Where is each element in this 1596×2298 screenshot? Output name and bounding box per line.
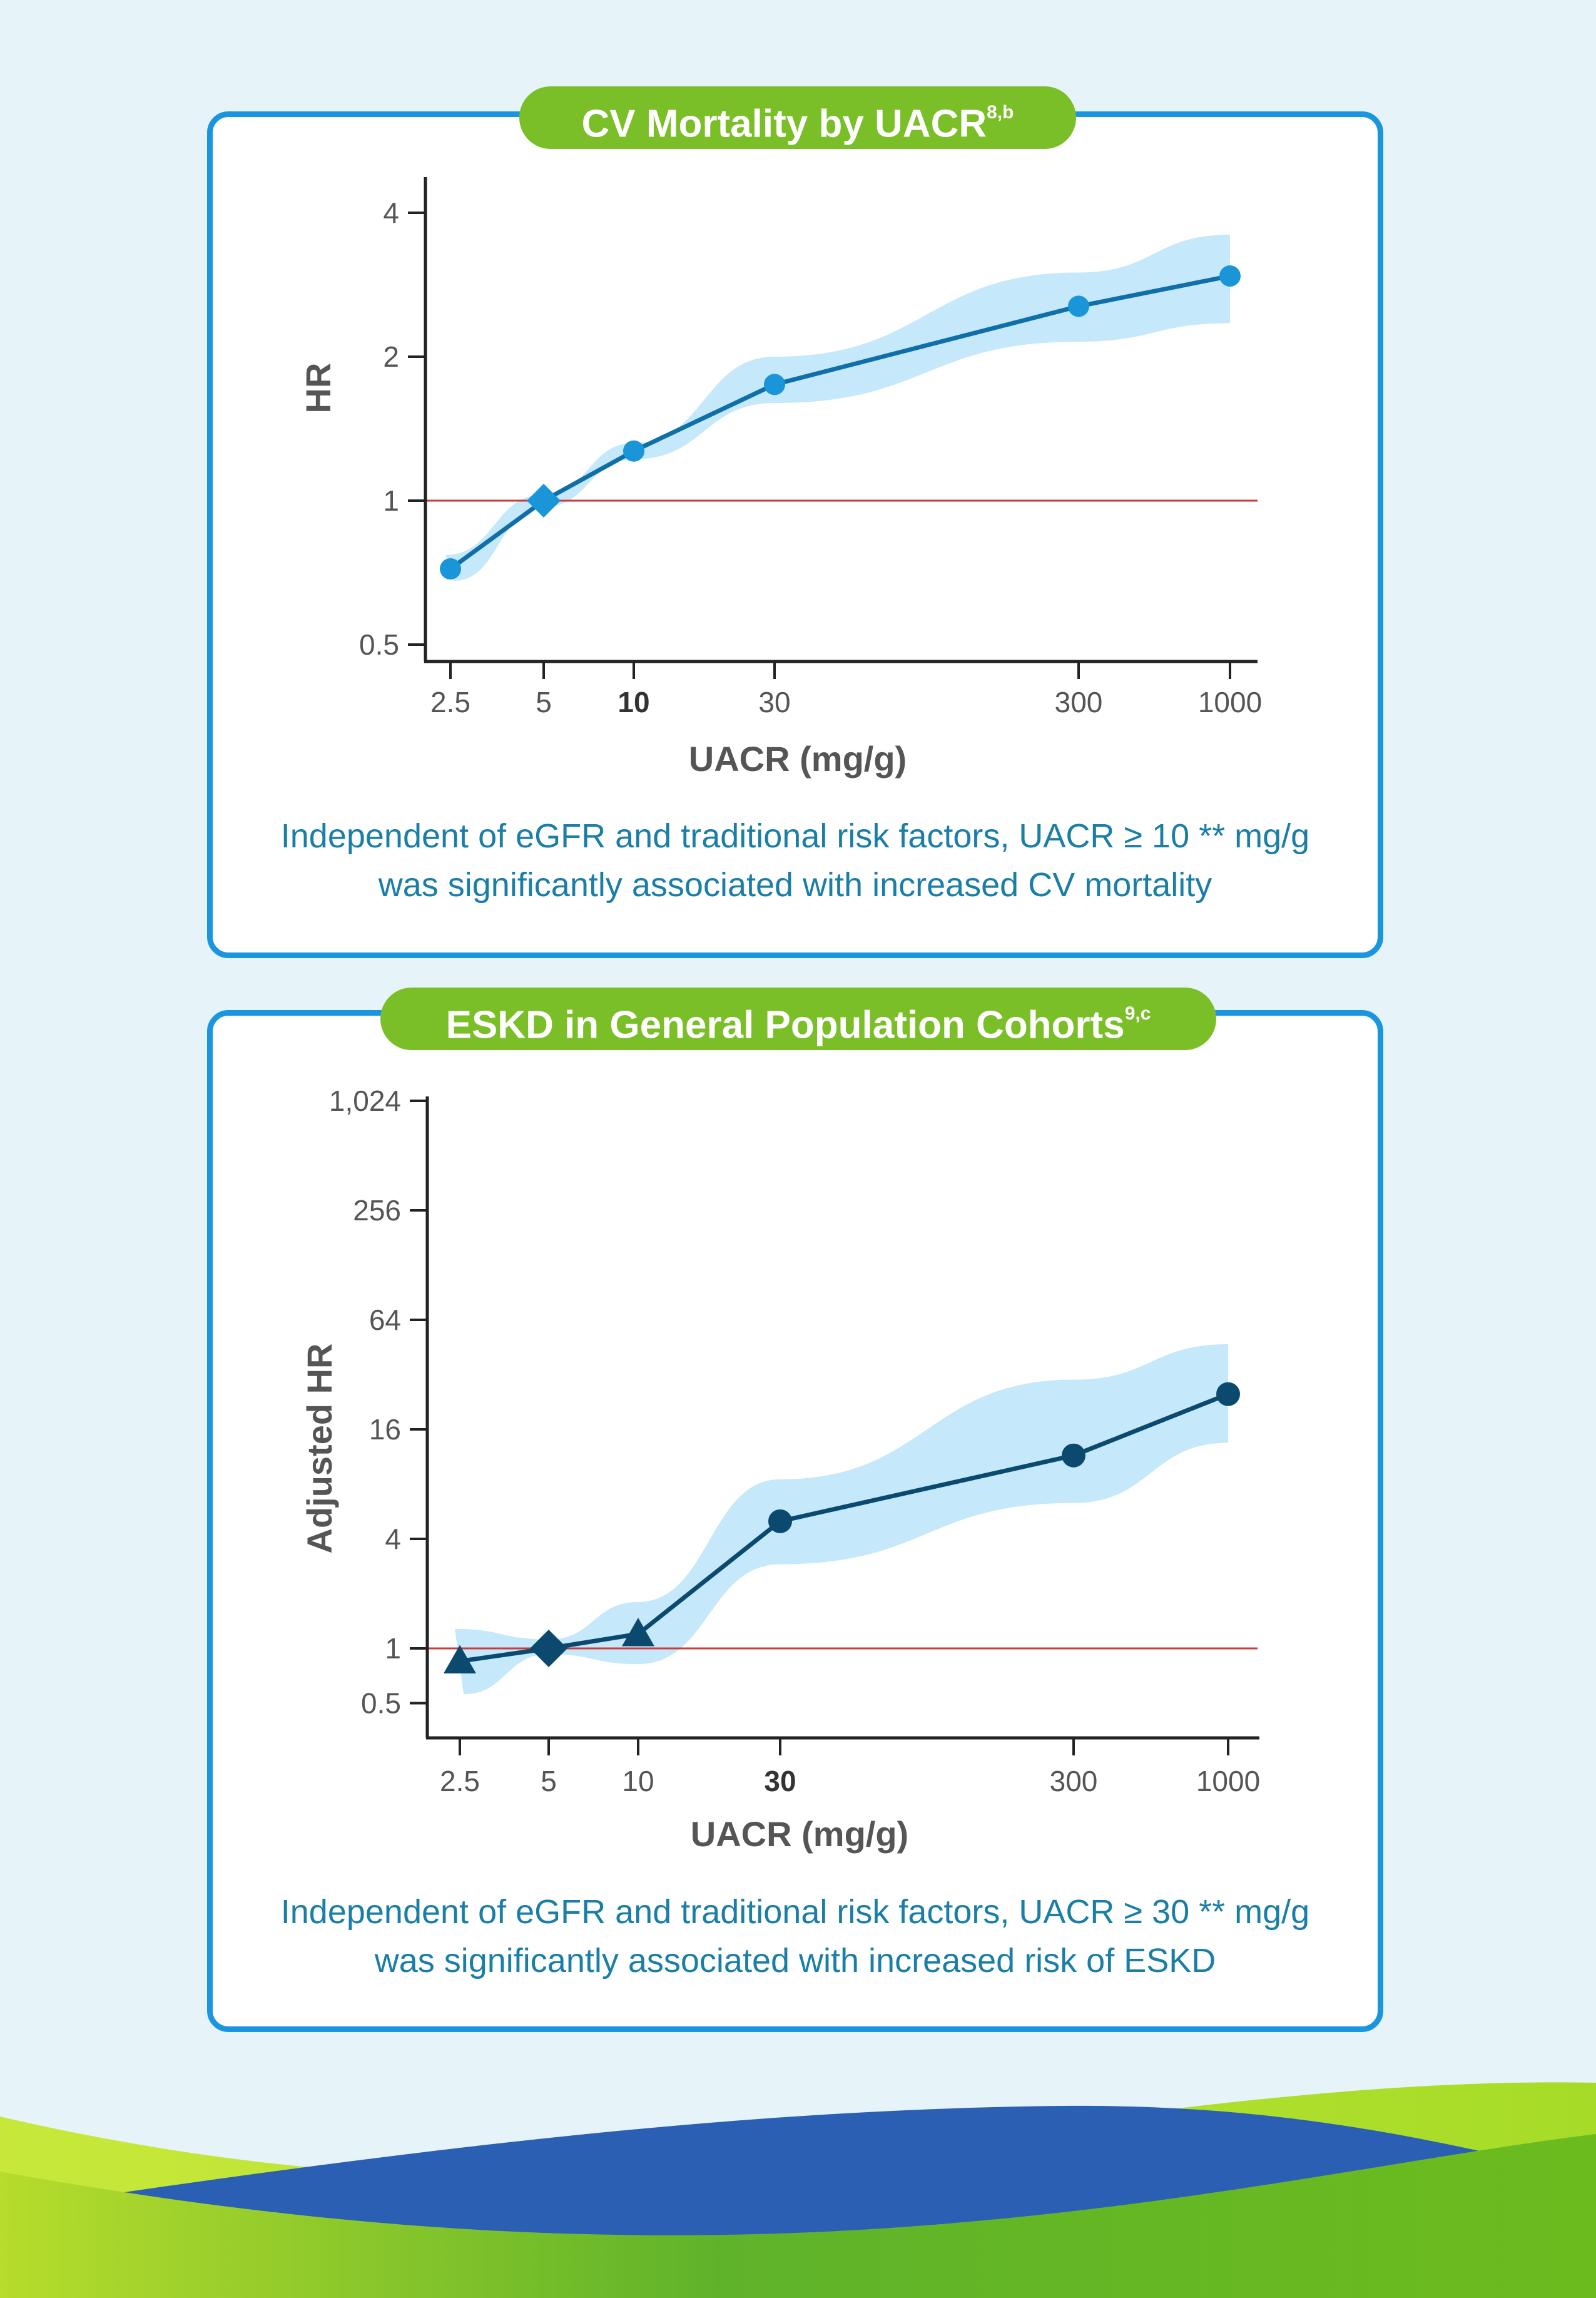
cv-circle-marker — [1068, 295, 1089, 317]
eskd-x-tick-label: 1000 — [1196, 1765, 1260, 1797]
eskd-circle-marker — [1062, 1443, 1085, 1468]
eskd-y-tick-label: 256 — [353, 1194, 401, 1227]
eskd-x-tick-label: 5 — [541, 1765, 557, 1797]
eskd-title-footnote: 9,c — [1124, 1003, 1151, 1024]
cv-x-tick-label: 10 — [618, 686, 649, 718]
eskd-y-tick-label: 0.5 — [361, 1687, 401, 1720]
eskd-chart — [410, 1096, 1259, 1755]
cv-caption-line-1: Independent of eGFR and traditional risk… — [280, 817, 1310, 855]
cv-title-footnote: 8,b — [987, 102, 1014, 123]
cv-chart — [408, 177, 1258, 679]
eskd-triangle-marker — [622, 1617, 654, 1647]
cv-x-tick-label: 300 — [1055, 686, 1103, 718]
eskd-y-axis-label: Adjusted HR — [300, 1344, 339, 1554]
cv-caption-line-2: was significantly associated with increa… — [378, 866, 1212, 904]
cv-x-tick-label: 1000 — [1198, 686, 1262, 718]
eskd-chart-title: ESKD in General Population Cohorts9,c — [380, 988, 1216, 1050]
eskd-x-tick-label: 300 — [1050, 1765, 1098, 1797]
eskd-x-tick-label: 30 — [764, 1765, 796, 1797]
eskd-title-text: ESKD in General Population Cohorts — [445, 1003, 1125, 1047]
cv-caption: Independent of eGFR and traditional risk… — [207, 812, 1383, 909]
cv-x-tick-label: 2.5 — [430, 686, 470, 718]
cv-diamond-marker — [527, 484, 561, 518]
eskd-y-tick-label: 1 — [385, 1632, 401, 1665]
cv-y-tick-label: 4 — [383, 197, 399, 229]
eskd-x-tick-label: 10 — [622, 1765, 654, 1797]
cv-y-tick-label: 2 — [383, 340, 399, 373]
cv-circle-marker — [1219, 265, 1241, 287]
cv-series-line — [449, 273, 1231, 571]
cv-y-tick-label: 1 — [383, 484, 399, 517]
eskd-triangle-marker — [444, 1645, 476, 1674]
eskd-y-tick-label: 16 — [369, 1413, 401, 1446]
cv-circle-marker — [623, 440, 644, 462]
cv-title-text: CV Mortality by UACR — [581, 102, 987, 146]
cv-circle-marker — [440, 558, 461, 580]
cv-y-tick-label: 0.5 — [359, 628, 399, 661]
eskd-confidence-band — [455, 1344, 1228, 1695]
eskd-x-tick-label: 2.5 — [440, 1765, 480, 1797]
decorative-waves — [0, 2082, 1596, 2298]
cv-circle-marker — [764, 374, 785, 396]
cv-x-tick-label: 5 — [536, 686, 552, 718]
eskd-y-tick-label: 1,024 — [329, 1085, 401, 1117]
cv-y-axis-label: HR — [298, 363, 338, 414]
eskd-y-tick-label: 4 — [385, 1523, 401, 1555]
eskd-x-axis-label: UACR (mg/g) — [691, 1814, 908, 1854]
cv-x-axis-label: UACR (mg/g) — [689, 739, 907, 779]
eskd-caption: Independent of eGFR and traditional risk… — [207, 1887, 1383, 1985]
eskd-y-tick-label: 64 — [369, 1304, 401, 1336]
chart-canvas: 0.5 1 2 4 2.5 5 10 30 300 1000 UACR (mg/g) HR 0.5 1 4 1… — [298, 177, 1262, 1854]
wave-green — [0, 2134, 1596, 2298]
eskd-caption-line-1: Independent of eGFR and traditional risk… — [280, 1893, 1310, 1931]
eskd-circle-marker — [1216, 1382, 1240, 1406]
cv-confidence-band — [445, 234, 1230, 581]
eskd-diamond-marker — [530, 1630, 567, 1667]
eskd-caption-line-2: was significantly associated with increa… — [374, 1942, 1216, 1979]
cv-chart-title: CV Mortality by UACR8,b — [519, 86, 1076, 149]
eskd-circle-marker — [768, 1509, 792, 1533]
cv-x-tick-label: 30 — [758, 686, 790, 718]
